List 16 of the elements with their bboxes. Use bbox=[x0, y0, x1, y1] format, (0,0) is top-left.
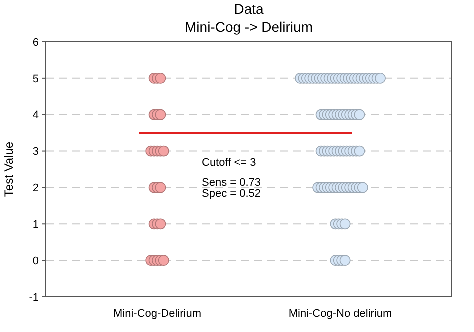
annotation: Cutoff <= 3 bbox=[202, 157, 256, 170]
y-tick-label: -1 bbox=[29, 292, 39, 304]
y-tick-label: 2 bbox=[32, 182, 39, 195]
y-tick-label: 5 bbox=[32, 73, 39, 86]
y-tick-label: 6 bbox=[32, 36, 39, 49]
chart-subtitle: Mini-Cog -> Delirium bbox=[185, 19, 313, 35]
y-tick-label: 4 bbox=[32, 110, 39, 122]
y-tick-label: 1 bbox=[32, 218, 39, 231]
y-tick-label: 3 bbox=[32, 146, 39, 158]
annotation: Sens = 0.73 bbox=[202, 177, 262, 190]
chart-title: Data bbox=[234, 1, 264, 17]
x-tick-label: Mini-Cog-Delirium bbox=[113, 308, 202, 320]
y-axis-title: Test Value bbox=[2, 142, 16, 198]
y-tick-label: 0 bbox=[32, 255, 39, 268]
annotation: Spec = 0.52 bbox=[202, 188, 262, 200]
x-tick-label: Mini-Cog-No delirium bbox=[288, 308, 392, 320]
